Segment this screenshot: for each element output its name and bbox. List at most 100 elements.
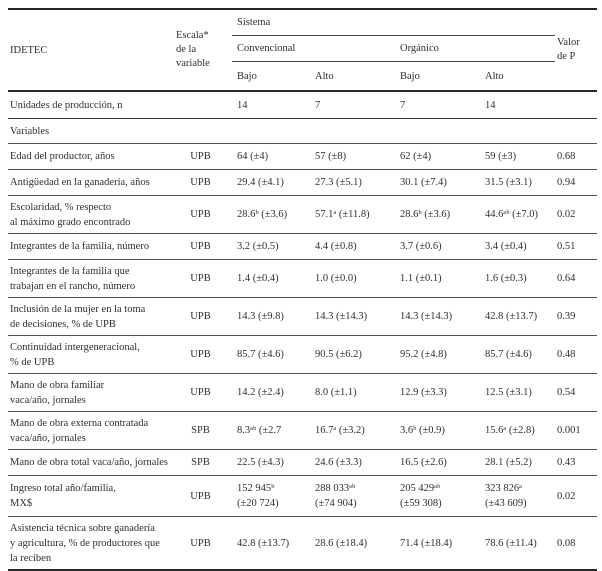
value-cell: 28.6ᵇ (±3.6) — [400, 209, 451, 220]
p-value-cell: 0.51 — [557, 241, 576, 252]
table-row: Inclusión de la mujer en la toma de deci… — [8, 298, 597, 336]
value-cell: 57 (±8) — [315, 151, 347, 162]
header-row-groups: Convencional Orgánico — [8, 35, 597, 62]
value-cell: 28.6ᵇ (±3.6) — [237, 209, 288, 220]
column-header-valor-p: Valor de P — [557, 37, 580, 62]
value-cell: 7 — [400, 99, 406, 111]
p-value-cell: 0.54 — [557, 387, 576, 398]
variable-name-cell: Antigüedad en la ganadería, años — [10, 177, 150, 188]
p-value-cell: 0.001 — [557, 425, 581, 436]
value-cell: 8.0 (±1.1) — [315, 387, 357, 398]
value-cell: 24.6 (±3.3) — [315, 457, 362, 468]
escala-cell: UPB — [190, 241, 211, 252]
value-cell: 71.4 (±18.4) — [400, 537, 453, 549]
value-cell: 4.4 (±0.8) — [315, 241, 357, 252]
table-row: Edad del productor, años UPB 64 (±4) 57 … — [8, 144, 597, 170]
column-header-sistema: Sistema — [232, 9, 555, 36]
value-cell: 85.7 (±4.6) — [485, 349, 532, 360]
escala-cell: SPB — [191, 425, 210, 436]
value-cell: 30.1 (±7.4) — [400, 177, 447, 188]
variable-name-cell: Ingreso total año/familia, MX$ — [10, 483, 116, 509]
value-cell: 27.3 (±5.1) — [315, 177, 362, 188]
p-value-cell: 0.48 — [557, 349, 576, 360]
value-cell: 14 — [485, 99, 496, 111]
escala-cell: UPB — [190, 151, 211, 162]
column-header-conv-bajo: Bajo — [237, 70, 257, 82]
value-cell: 1.0 (±0.0) — [315, 273, 357, 284]
escala-cell: SPB — [191, 457, 210, 468]
value-cell: 1.4 (±0.4) — [237, 273, 279, 284]
value-cell: 90.5 (±6.2) — [315, 349, 362, 360]
header-row-sistema: IDETEC Escala* de la variable Sistema Va… — [8, 9, 597, 69]
value-cell: 3.2 (±0.5) — [237, 241, 279, 252]
value-cell: 85.7 (±4.6) — [237, 349, 284, 360]
value-cell: 14 — [237, 99, 248, 111]
table-row: Continuidad intergeneracional, % de UPB … — [8, 336, 597, 374]
table-row: Integrantes de la familia, número UPB 3.… — [8, 234, 597, 260]
value-cell: 1.1 (±0.1) — [400, 273, 442, 284]
value-cell: 29.4 (±4.1) — [237, 177, 284, 188]
p-value-cell: 0.68 — [557, 151, 576, 162]
p-value-cell: 0.94 — [557, 177, 576, 188]
value-cell: 3.4 (±0.4) — [485, 241, 527, 252]
value-cell: 323 826ᵃ (±43 609) — [485, 483, 527, 509]
column-header-idetec: IDETEC — [10, 44, 48, 56]
table-body: Unidades de producción, n 14 7 7 14 Vari… — [8, 91, 597, 570]
table-row: Mano de obra familiar vaca/año, jornales… — [8, 374, 597, 412]
variable-name-cell: Mano de obra externa contratada vaca/año… — [10, 417, 149, 444]
header-row-levels: Bajo Alto Bajo Alto — [8, 62, 597, 91]
escala-cell: UPB — [190, 349, 211, 360]
value-cell: 3.7 (±0.6) — [400, 241, 442, 252]
value-cell: 16.7ᵃ (±3.2) — [315, 425, 365, 436]
p-value-cell: 0.08 — [557, 537, 576, 549]
value-cell: 14.3 (±9.8) — [237, 311, 284, 322]
escala-cell — [171, 91, 232, 119]
p-value-cell: 0.39 — [557, 311, 576, 322]
value-cell: 8.3ᵃᵇ (±2.7 — [237, 425, 282, 436]
escala-cell: UPB — [190, 209, 211, 220]
section-label: Variables — [10, 125, 50, 137]
value-cell: 12.9 (±3.3) — [400, 387, 447, 398]
escala-cell: UPB — [190, 177, 211, 188]
value-cell: 14.3 (±14.3) — [400, 311, 453, 322]
value-cell: 95.2 (±4.8) — [400, 349, 447, 360]
value-cell: 59 (±3) — [485, 151, 517, 162]
column-header-org-bajo: Bajo — [400, 70, 420, 82]
value-cell: 14.2 (±2.4) — [237, 387, 284, 398]
variable-name-cell: Inclusión de la mujer en la toma de deci… — [10, 303, 146, 330]
p-value-cell — [555, 91, 597, 119]
escala-cell: UPB — [190, 311, 211, 322]
value-cell: 288 033ᵃᵇ (±74 904) — [315, 483, 357, 509]
value-cell: 42.8 (±13.7) — [485, 311, 538, 322]
value-cell: 15.6ᵃ (±2.8) — [485, 425, 535, 436]
value-cell: 64 (±4) — [237, 151, 269, 162]
escala-cell: UPB — [190, 490, 211, 502]
column-header-organico: Orgánico — [395, 35, 555, 62]
table-row: Escolaridad, % respecto al máximo grado … — [8, 196, 597, 234]
value-cell: 22.5 (±4.3) — [237, 457, 284, 468]
escala-cell: UPB — [190, 537, 211, 549]
variable-name-cell: Mano de obra total vaca/año, jornales — [10, 457, 169, 468]
variable-name-cell: Integrantes de la familia que trabajan e… — [10, 265, 136, 292]
column-header-org-alto: Alto — [485, 70, 504, 82]
value-cell: 31.5 (±3.1) — [485, 177, 532, 188]
value-cell: 14.3 (±14.3) — [315, 311, 368, 322]
column-header-escala: Escala* de la variable — [176, 30, 210, 69]
variable-name-cell: Escolaridad, % respecto al máximo grado … — [10, 201, 131, 228]
table-header: IDETEC Escala* de la variable Sistema Va… — [8, 9, 597, 91]
column-header-conv-alto: Alto — [315, 70, 334, 82]
table-row: Integrantes de la familia que trabajan e… — [8, 260, 597, 298]
escala-cell: UPB — [190, 273, 211, 284]
value-cell: 7 — [315, 99, 321, 111]
value-cell: 3.6ᵇ (±0.9) — [400, 425, 445, 436]
value-cell: 16.5 (±2.6) — [400, 457, 447, 468]
value-cell: 57.1ᵃ (±11.8) — [315, 209, 370, 220]
table-row: Mano de obra total vaca/año, jornales SP… — [8, 450, 597, 476]
p-value-cell: 0.02 — [557, 209, 576, 220]
results-table: IDETEC Escala* de la variable Sistema Va… — [8, 8, 597, 571]
variable-name-cell: Edad del productor, años — [10, 151, 115, 162]
value-cell: 12.5 (±3.1) — [485, 387, 532, 398]
table-row: Asistencia técnica sobre ganadería y agr… — [8, 517, 597, 571]
variable-name-cell: Unidades de producción, n — [10, 99, 123, 111]
value-cell: 28.1 (±5.2) — [485, 457, 532, 468]
